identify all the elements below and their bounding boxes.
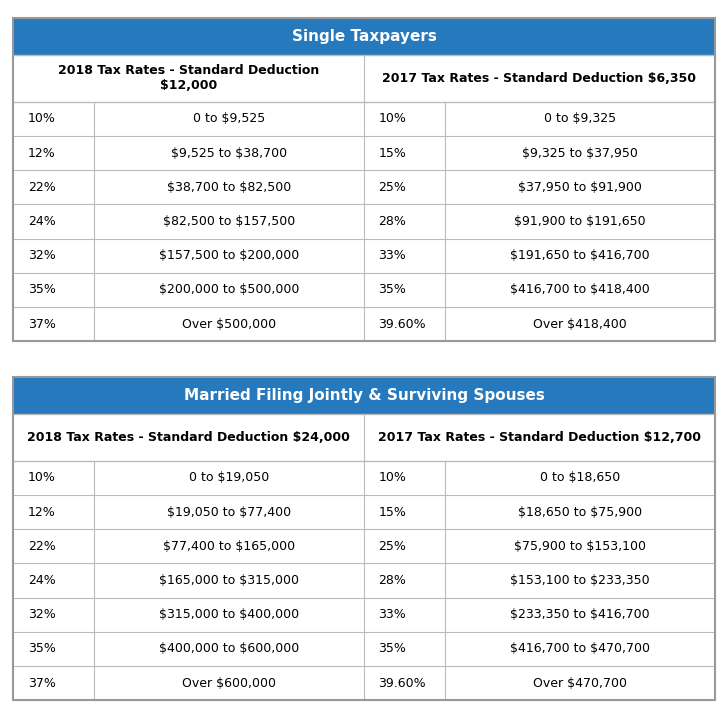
Text: \$18,650 to \$75,900: \$18,650 to \$75,900 [518,506,642,518]
Text: \$9,325 to \$37,950: \$9,325 to \$37,950 [522,147,638,160]
Bar [13,205,715,239]
Text: 39.60%: 39.60% [379,317,426,331]
Text: 25%: 25% [379,181,406,194]
Text: 37%: 37% [28,317,55,331]
Text: 0 to \$18,650: 0 to \$18,650 [539,471,620,484]
Text: 32%: 32% [28,250,55,262]
Bar [13,632,715,666]
Bar [364,414,715,461]
Text: 35%: 35% [379,283,406,297]
Bar [13,461,715,495]
Text: \$233,350 to \$416,700: \$233,350 to \$416,700 [510,608,649,621]
Text: \$9,525 to \$38,700: \$9,525 to \$38,700 [171,147,287,160]
Text: 15%: 15% [379,147,406,160]
Text: 2017 Tax Rates - Standard Deduction \$6,350: 2017 Tax Rates - Standard Deduction \$6,… [382,72,697,85]
Text: 28%: 28% [379,215,406,228]
Text: Over \$470,700: Over \$470,700 [533,677,627,689]
Text: 2018 Tax Rates - Standard Deduction \$24,000: 2018 Tax Rates - Standard Deduction \$24… [27,431,350,444]
Text: \$82,500 to \$157,500: \$82,500 to \$157,500 [163,215,295,228]
Bar [13,495,715,529]
Bar [13,18,715,55]
Bar [13,102,715,136]
Text: 35%: 35% [379,642,406,655]
Text: \$77,400 to \$165,000: \$77,400 to \$165,000 [163,540,295,553]
Text: Single Taxpayers: Single Taxpayers [291,29,437,44]
Bar [13,414,364,461]
Text: \$19,050 to \$77,400: \$19,050 to \$77,400 [167,506,291,518]
Text: 33%: 33% [379,250,406,262]
Text: \$165,000 to \$315,000: \$165,000 to \$315,000 [159,574,299,587]
Bar [13,307,715,342]
Text: \$38,700 to \$82,500: \$38,700 to \$82,500 [167,181,291,194]
Text: \$157,500 to \$200,000: \$157,500 to \$200,000 [159,250,299,262]
Text: \$91,900 to \$191,650: \$91,900 to \$191,650 [514,215,646,228]
Text: 39.60%: 39.60% [379,677,426,689]
Text: 0 to \$9,325: 0 to \$9,325 [544,113,616,125]
Text: \$315,000 to \$400,000: \$315,000 to \$400,000 [159,608,299,621]
Text: \$153,100 to \$233,350: \$153,100 to \$233,350 [510,574,649,587]
Text: 10%: 10% [379,113,406,125]
Text: 10%: 10% [28,113,55,125]
Text: 24%: 24% [28,574,55,587]
Text: 10%: 10% [379,471,406,484]
Text: 12%: 12% [28,506,55,518]
Text: 0 to \$9,525: 0 to \$9,525 [193,113,265,125]
Bar [13,563,715,597]
Bar [13,136,715,170]
Text: 22%: 22% [28,540,55,553]
Text: Over \$418,400: Over \$418,400 [533,317,627,331]
Text: \$75,900 to \$153,100: \$75,900 to \$153,100 [514,540,646,553]
Text: 2018 Tax Rates - Standard Deduction
\$12,000: 2018 Tax Rates - Standard Deduction \$12… [58,64,319,93]
Bar [13,55,364,102]
Text: 2017 Tax Rates - Standard Deduction \$12,700: 2017 Tax Rates - Standard Deduction \$12… [378,431,701,444]
Text: \$400,000 to \$600,000: \$400,000 to \$600,000 [159,642,299,655]
Text: \$191,650 to \$416,700: \$191,650 to \$416,700 [510,250,649,262]
Text: 28%: 28% [379,574,406,587]
Text: Over \$600,000: Over \$600,000 [182,677,276,689]
Text: 35%: 35% [28,283,55,297]
Bar [13,529,715,563]
Text: 33%: 33% [379,608,406,621]
Text: \$37,950 to \$91,900: \$37,950 to \$91,900 [518,181,642,194]
Text: 24%: 24% [28,215,55,228]
Bar [13,597,715,632]
Bar [13,18,715,341]
Text: 15%: 15% [379,506,406,518]
Bar [13,376,715,700]
Bar [13,239,715,273]
Text: 35%: 35% [28,642,55,655]
Bar [13,273,715,307]
Text: 10%: 10% [28,471,55,484]
Bar [364,55,715,102]
Text: 22%: 22% [28,181,55,194]
Bar [13,666,715,700]
Bar [13,170,715,205]
Text: 37%: 37% [28,677,55,689]
Text: \$416,700 to \$418,400: \$416,700 to \$418,400 [510,283,649,297]
Text: \$416,700 to \$470,700: \$416,700 to \$470,700 [510,642,650,655]
Text: Married Filing Jointly & Surviving Spouses: Married Filing Jointly & Surviving Spous… [183,388,545,403]
Text: 0 to \$19,050: 0 to \$19,050 [189,471,269,484]
Bar [13,376,715,414]
Text: 32%: 32% [28,608,55,621]
Text: Over \$500,000: Over \$500,000 [182,317,276,331]
Text: 25%: 25% [379,540,406,553]
Text: \$200,000 to \$500,000: \$200,000 to \$500,000 [159,283,299,297]
Text: 12%: 12% [28,147,55,160]
